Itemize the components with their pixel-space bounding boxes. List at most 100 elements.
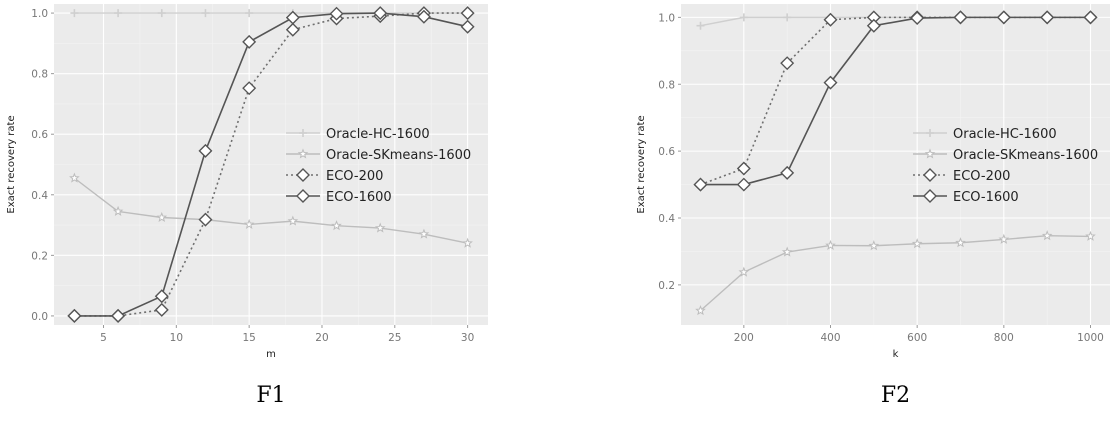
y-tick-label: 0.2 — [31, 250, 48, 262]
x-tick-label: 30 — [461, 332, 474, 344]
y-tick-label: 0.0 — [31, 311, 48, 323]
data-point — [736, 177, 751, 192]
data-point — [156, 211, 168, 223]
data-point — [738, 266, 750, 277]
data-point — [955, 237, 966, 248]
data-point — [780, 56, 795, 71]
data-point — [111, 308, 126, 323]
data-point — [285, 22, 300, 37]
series-line — [700, 235, 1091, 312]
data-point — [695, 305, 706, 316]
y-tick-label: 0.4 — [658, 213, 675, 225]
series-line — [700, 16, 1091, 186]
x-axis-label: m — [266, 349, 276, 360]
x-tick-label: 1000 — [1077, 332, 1104, 344]
legend-marker — [923, 168, 937, 182]
x-tick-label: 400 — [820, 332, 840, 344]
data-point — [780, 165, 795, 180]
data-point — [374, 222, 386, 233]
data-point — [373, 6, 388, 21]
data-point — [67, 308, 82, 323]
figure-caption: F1 — [256, 383, 285, 408]
legend-label: Oracle-HC-1600 — [326, 127, 430, 142]
x-tick-label: 15 — [242, 332, 255, 344]
y-axis-label: Exact recovery rate — [636, 115, 647, 213]
data-point — [112, 205, 124, 216]
legend-label: Oracle-HC-1600 — [953, 127, 1057, 142]
y-tick-label: 0.6 — [31, 129, 48, 141]
legend-marker — [924, 148, 936, 159]
data-point — [953, 10, 968, 25]
data-point — [418, 228, 430, 239]
x-tick-label: 5 — [100, 332, 107, 344]
data-point — [154, 302, 169, 317]
y-tick-label: 0.8 — [31, 69, 48, 81]
data-point — [911, 238, 923, 249]
y-tick-label: 0.4 — [31, 190, 48, 202]
data-point — [242, 34, 257, 49]
data-point — [157, 9, 166, 18]
data-point — [285, 10, 300, 25]
data-point — [460, 6, 475, 21]
data-point — [739, 13, 748, 22]
chart-1: 5 10 15 20 25 30 0.0 0.2 0.4 0.6 0.8 1.0 m Exact reco… — [6, 4, 488, 408]
legend-marker — [299, 129, 307, 137]
data-point — [696, 21, 705, 30]
x-tick-label: 10 — [170, 332, 183, 344]
data-point — [783, 13, 792, 22]
data-point — [243, 218, 255, 229]
legend-label: ECO-1600 — [953, 190, 1019, 205]
legend-label: Oracle-SKmeans-1600 — [953, 148, 1098, 163]
data-point — [693, 177, 708, 192]
data-point — [868, 240, 880, 251]
data-point — [781, 246, 793, 257]
data-point — [70, 9, 79, 18]
data-point — [201, 9, 210, 18]
x-tick-label: 800 — [994, 332, 1014, 344]
legend-label: ECO-200 — [326, 169, 383, 184]
legend-label: ECO-200 — [953, 169, 1010, 184]
legend-marker — [296, 189, 310, 203]
y-tick-label: 1.0 — [31, 8, 48, 20]
data-point — [998, 233, 1010, 244]
series-line — [73, 177, 468, 244]
data-point — [1040, 10, 1055, 25]
data-point — [823, 75, 838, 90]
y-tick-label: 0.6 — [658, 146, 675, 158]
data-point — [114, 9, 123, 18]
data-point — [910, 11, 925, 26]
data-point — [287, 215, 299, 226]
data-point — [996, 10, 1011, 25]
legend-marker — [297, 148, 309, 159]
legend-marker — [296, 168, 310, 182]
data-point — [331, 220, 342, 231]
data-point — [69, 172, 80, 183]
data-point — [198, 143, 213, 158]
series-4 — [67, 6, 475, 323]
x-tick-label: 200 — [734, 332, 754, 344]
data-point — [460, 19, 475, 34]
y-tick-label: 1.0 — [658, 12, 675, 24]
x-tick-label: 20 — [315, 332, 328, 344]
data-point — [416, 9, 431, 24]
data-point — [245, 9, 254, 18]
x-axis-label: k — [893, 349, 899, 360]
y-axis-label: Exact recovery rate — [6, 115, 17, 213]
data-point — [825, 239, 836, 250]
data-point — [736, 161, 751, 176]
legend-marker — [926, 129, 934, 137]
y-tick-label: 0.8 — [658, 79, 675, 91]
data-point — [1085, 230, 1096, 241]
data-point — [154, 289, 169, 304]
legend: Oracle-HC-1600 Oracle-SKmeans-1600 ECO-200… — [913, 127, 1098, 205]
chart-2: 200 400 600 800 1000 0.2 0.4 0.6 0.8 1.0 k Exact re… — [636, 4, 1110, 408]
series-2 — [695, 230, 1096, 316]
legend-label: Oracle-SKmeans-1600 — [326, 148, 471, 163]
data-point — [198, 212, 213, 227]
y-tick-label: 0.2 — [658, 280, 675, 292]
data-point — [462, 237, 473, 248]
data-point — [823, 12, 838, 27]
data-point — [1083, 10, 1098, 25]
legend: Oracle-HC-1600 Oracle-SKmeans-1600 ECO-200… — [286, 127, 471, 205]
